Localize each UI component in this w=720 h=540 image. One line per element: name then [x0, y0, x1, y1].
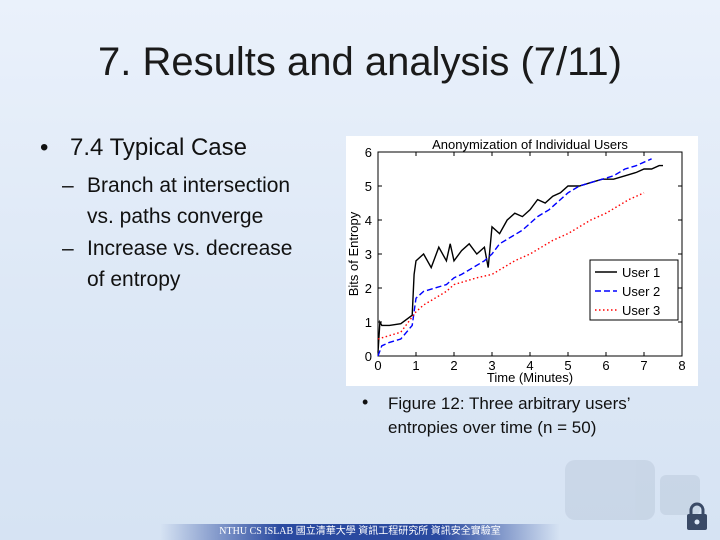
x-axis-label: Time (Minutes) — [487, 370, 573, 385]
x-tick-label: 6 — [602, 358, 609, 373]
y-tick-label: 1 — [365, 315, 372, 330]
caption-line-1: Figure 12: Three arbitrary users’ — [388, 394, 631, 413]
bullet-marker: • — [40, 134, 49, 161]
x-tick-label: 7 — [640, 358, 647, 373]
plot-area — [377, 151, 683, 357]
legend-box — [589, 259, 679, 321]
legend-label: User 2 — [622, 284, 660, 299]
x-tick-label: 2 — [450, 358, 457, 373]
x-tick-label: 8 — [678, 358, 685, 373]
y-tick-label: 0 — [365, 349, 372, 364]
caption-line-2: entropies over time (n = 50) — [388, 418, 597, 437]
chart-title: Anonymization of Individual Users — [432, 137, 628, 152]
footer: NTHU CS ISLAB 國立清華大學 資訊工程研究所 資訊安全實驗室 — [160, 524, 560, 540]
sub-item-line: Branch at intersection — [87, 174, 291, 197]
y-tick-label: 2 — [365, 281, 372, 296]
y-axis-label: Bits of Entropy — [346, 211, 361, 296]
x-tick-label: 5 — [564, 358, 571, 373]
entropy-chart: 0 1 2 3 4 5 6 7 8 0 1 2 3 4 5 6 Anonymization of Individ… — [346, 136, 698, 386]
x-tick-label: 3 — [488, 358, 495, 373]
sub-marker: – — [62, 174, 74, 197]
x-tick-label: 0 — [374, 358, 381, 373]
y-tick-label: 6 — [365, 145, 372, 160]
lock-logo-icon — [687, 502, 707, 530]
chart-svg: 0 1 2 3 4 5 6 7 8 0 1 2 3 4 5 6 Anonymization of Individ… — [346, 137, 686, 385]
slide-title: 7. Results and analysis (7/11) — [98, 40, 622, 84]
y-tick-label: 3 — [365, 247, 372, 262]
legend-label: User 3 — [622, 303, 660, 318]
series-line-1 — [377, 164, 663, 353]
sub-marker: – — [62, 237, 74, 260]
y-tick-label: 4 — [365, 213, 372, 228]
islab-watermark — [565, 460, 700, 520]
legend-label: User 1 — [622, 265, 660, 280]
caption-marker: • — [362, 392, 369, 412]
series-line-3 — [377, 192, 645, 340]
y-tick-label: 5 — [365, 179, 372, 194]
x-tick-label: 4 — [526, 358, 533, 373]
sub-item-line: Increase vs. decrease — [87, 237, 293, 260]
x-tick-label: 1 — [412, 358, 419, 373]
sub-item-line: of entropy — [87, 268, 181, 291]
bullet-text: 7.4 Typical Case — [70, 134, 247, 161]
sub-item-line: vs. paths converge — [87, 205, 264, 228]
series-line-2 — [377, 158, 652, 357]
